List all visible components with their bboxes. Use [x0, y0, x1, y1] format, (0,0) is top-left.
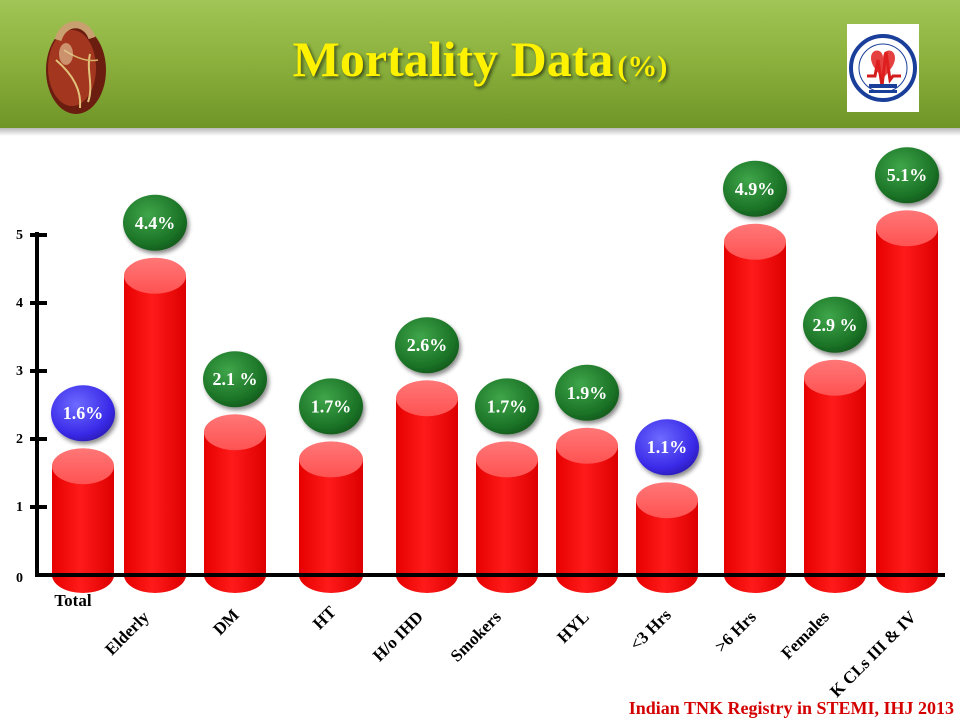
bar-9 [724, 223, 786, 594]
data-label-2: 4.4% [123, 194, 187, 251]
bar-body [724, 241, 786, 594]
bar-1 [52, 448, 114, 593]
y-tick-label: 2 [16, 432, 23, 447]
bar-body [876, 228, 938, 593]
bar-top [476, 441, 538, 478]
bar-top [556, 427, 618, 464]
bar-body [636, 500, 698, 593]
data-label-text: 5.1% [887, 165, 928, 185]
data-label-bubble [123, 194, 187, 251]
y-tick-label: 5 [16, 228, 23, 243]
category-label: DM [209, 605, 242, 638]
data-label-text: 2.6% [407, 335, 448, 355]
heart-icon [46, 21, 106, 114]
data-label-text: 4.9% [735, 179, 776, 199]
data-label-3: 2.1 % [203, 351, 267, 408]
data-label-text: 4.4% [135, 213, 176, 233]
bar-body [476, 459, 538, 593]
bar-top [396, 380, 458, 417]
data-label-bubble [51, 385, 115, 442]
bar-body [556, 445, 618, 593]
category-label: HYL [553, 607, 592, 646]
bar-top [876, 210, 938, 247]
page-title: Mortality Data (%) [0, 30, 960, 88]
bar-body [804, 377, 866, 593]
category-label: HT [309, 602, 340, 633]
header-shadow [0, 128, 960, 136]
title-unit: (%) [617, 50, 668, 83]
data-label-bubble [803, 296, 867, 353]
bar-top [52, 448, 114, 485]
bar-body [396, 398, 458, 593]
bar-6 [476, 441, 538, 593]
bar-top [299, 441, 363, 478]
data-label-bubble [555, 364, 619, 421]
data-label-text: 1.1% [647, 437, 688, 457]
category-label: K CLs III & IV [826, 607, 920, 701]
data-label-1: 1.6% [51, 385, 115, 442]
bar-4 [299, 441, 363, 593]
y-tick-label: 3 [16, 364, 23, 379]
category-label: <3 Hrs [626, 605, 675, 654]
data-label-text: 1.7% [311, 396, 352, 416]
bar-body [299, 459, 363, 593]
data-label-5: 2.6% [395, 317, 459, 374]
citation-text: Indian TNK Registry in STEMI, IHJ 2013 [628, 698, 954, 718]
bar-2 [124, 257, 186, 593]
data-label-text: 2.9 % [813, 315, 858, 335]
category-label: Elderly [101, 607, 153, 659]
data-label-11: 5.1% [875, 147, 939, 204]
category-label: Total [54, 591, 91, 610]
bar-top [636, 482, 698, 519]
data-label-bubble [203, 351, 267, 408]
data-label-6: 1.7% [475, 378, 539, 435]
bar-top [204, 414, 266, 451]
data-label-8: 1.1% [635, 419, 699, 476]
y-tick-label: 4 [16, 296, 23, 311]
data-label-bubble [475, 378, 539, 435]
data-label-bubble [635, 419, 699, 476]
bar-top [724, 223, 786, 260]
category-label: H/o IHD [369, 607, 427, 665]
y-tick-label: 0 [16, 571, 23, 586]
title-main: Mortality Data [292, 31, 614, 87]
bar-body [124, 275, 186, 593]
cardiological-society-logo-icon [847, 24, 919, 112]
category-label: >6 Hrs [711, 607, 760, 656]
data-label-text: 1.6% [63, 403, 104, 423]
bar-5 [396, 380, 458, 593]
bar-body [204, 432, 266, 593]
data-label-bubble [299, 378, 363, 435]
bar-7 [556, 427, 618, 593]
bar-top [804, 359, 866, 396]
header-band [0, 0, 960, 128]
data-label-9: 4.9% [723, 160, 787, 217]
data-label-bubble [875, 147, 939, 204]
category-label: Females [777, 607, 833, 663]
y-tick-label: 1 [16, 500, 23, 515]
data-label-10: 2.9 % [803, 296, 867, 353]
bar-11 [876, 210, 938, 593]
bar-8 [636, 482, 698, 593]
data-label-bubble [723, 160, 787, 217]
data-label-text: 1.7% [487, 396, 528, 416]
data-label-7: 1.9% [555, 364, 619, 421]
data-label-text: 1.9% [567, 383, 608, 403]
data-label-4: 1.7% [299, 378, 363, 435]
bar-3 [204, 414, 266, 593]
bar-body [52, 466, 114, 593]
bar-top [124, 257, 186, 294]
category-label: Smokers [447, 607, 505, 665]
bar-10 [804, 359, 866, 593]
data-label-bubble [395, 317, 459, 374]
data-label-text: 2.1 % [213, 369, 258, 389]
